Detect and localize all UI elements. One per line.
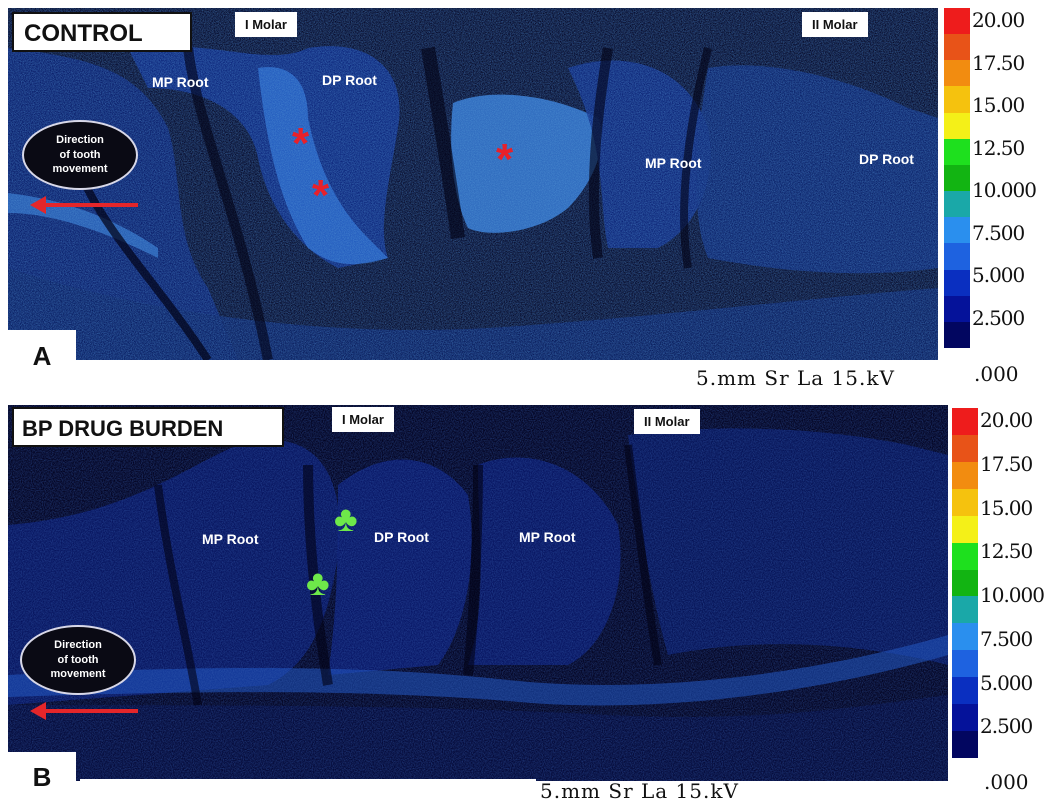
panel-b-direction-oval: Direction of tooth movement [20,625,136,695]
panel-a-letter: A [8,330,76,382]
panel-a-root-label-dp-1: DP Root [322,72,377,88]
panel-b-legend-swatch [952,408,978,436]
panel-b-legend-label: 2.500 [980,714,1033,739]
panel-a-legend-swatch [944,60,970,87]
panel-a-legend-label: 10.000 [972,178,1037,202]
panel-b-molar-label-1: I Molar [332,407,394,432]
panel-a-tissue-map [8,8,938,360]
panel-a-legend-label: 5.000 [972,263,1025,287]
panel-b-legend-zero: .000 [984,770,1029,794]
panel-b-color-legend: 20.00 17.50 15.00 12.50 10.000 7.500 5.000 2.50… [952,408,1045,759]
panel-b-legend-swatch [952,569,978,597]
panel-b-bp-drug-burden: BP DRUG BURDEN I Molar II Molar MP Root … [8,405,948,781]
panel-b-legend-swatch [952,596,978,624]
panel-a-legend-swatch [944,321,970,349]
panel-b-scale-text: 5.mm Sr La 15.kV [540,779,739,803]
panel-b-legend-label: 15.00 [980,495,1033,520]
panel-a-legend-swatch [944,34,970,61]
panel-b-scale-bar [80,779,536,785]
panel-b-legend-label: 10.000 [980,583,1045,607]
panel-b-root-label-mp-2: MP Root [519,529,576,545]
panel-a-color-legend: 20.00 17.50 15.00 12.50 10.000 7.500 5.000 2.50… [944,8,1037,349]
panel-a-control: CONTROL I Molar II Molar MP Root DP Root… [8,8,938,360]
panel-a-molar-label-1: I Molar [235,12,297,37]
panel-b-legend-label: 12.50 [980,539,1033,564]
panel-b-legend-swatch [952,434,978,463]
panel-a-legend-swatch [944,295,970,323]
panel-a-legend-swatch [944,269,970,297]
panel-a-legend-swatch [944,86,970,114]
panel-b-root-label-dp-1: DP Root [374,529,429,545]
panel-a-legend-zero: .000 [974,362,1019,386]
panel-b-legend-label: 7.500 [980,626,1033,651]
panel-b-legend-swatch [952,623,978,651]
panel-a-legend-label: 12.50 [972,135,1025,160]
panel-a-direction-oval: Direction of tooth movement [22,120,138,190]
panel-b-legend-swatch [952,542,978,571]
panel-b-legend-swatch [952,731,978,759]
panel-a-legend-swatch [944,243,970,271]
panel-a-scale-text: 5.mm Sr La 15.kV [696,366,895,390]
panel-a-legend-swatch [944,138,970,166]
panel-b-marker-2: ♣ [306,562,330,603]
panel-b-legend-swatch [952,488,978,517]
panel-b-legend-swatch [952,704,978,732]
panel-a-marker-1: * [292,119,310,168]
panel-b-legend-swatch [952,461,978,490]
panel-a-marker-2: * [312,171,330,220]
panel-a-root-label-dp-2: DP Root [859,151,914,167]
panel-a-legend-swatch [944,164,970,192]
panel-b-tissue-map [8,405,948,781]
panel-a-legend-swatch [944,8,970,35]
panel-b-molar-label-2: II Molar [634,409,700,434]
panel-a-legend-swatch [944,191,970,218]
panel-a-molar-label-2: II Molar [802,12,868,37]
panel-a-root-label-mp-2: MP Root [645,155,702,171]
panel-a-marker-3: * [496,135,514,184]
panel-b-legend-swatch [952,515,978,544]
panel-b-title: BP DRUG BURDEN [12,407,284,447]
panel-a-title: CONTROL [12,12,192,52]
panel-a-direction-arrow-icon [30,196,138,214]
panel-a-legend-label: 7.500 [972,220,1025,245]
panel-a-root-label-mp-1: MP Root [152,74,209,90]
panel-a-scale-bar [80,366,692,372]
panel-b-legend-swatch [952,650,978,678]
panel-a-legend-label: 17.50 [972,50,1025,75]
panel-b-legend-label: 17.50 [980,451,1033,476]
panel-b-legend-label: 20.00 [980,408,1033,432]
panel-b-letter: B [8,752,76,802]
panel-b-marker-1: ♣ [334,498,358,539]
panel-a-legend-label: 20.00 [972,8,1025,32]
panel-a-legend-swatch [944,217,970,244]
panel-b-legend-label: 5.000 [980,670,1033,695]
panel-b-root-label-mp-1: MP Root [202,531,259,547]
panel-a-legend-label: 15.00 [972,93,1025,117]
panel-b-direction-arrow-icon [30,702,138,720]
panel-b-legend-swatch [952,677,978,705]
panel-a-legend-label: 2.500 [972,305,1025,330]
panel-a-legend-swatch [944,112,970,140]
